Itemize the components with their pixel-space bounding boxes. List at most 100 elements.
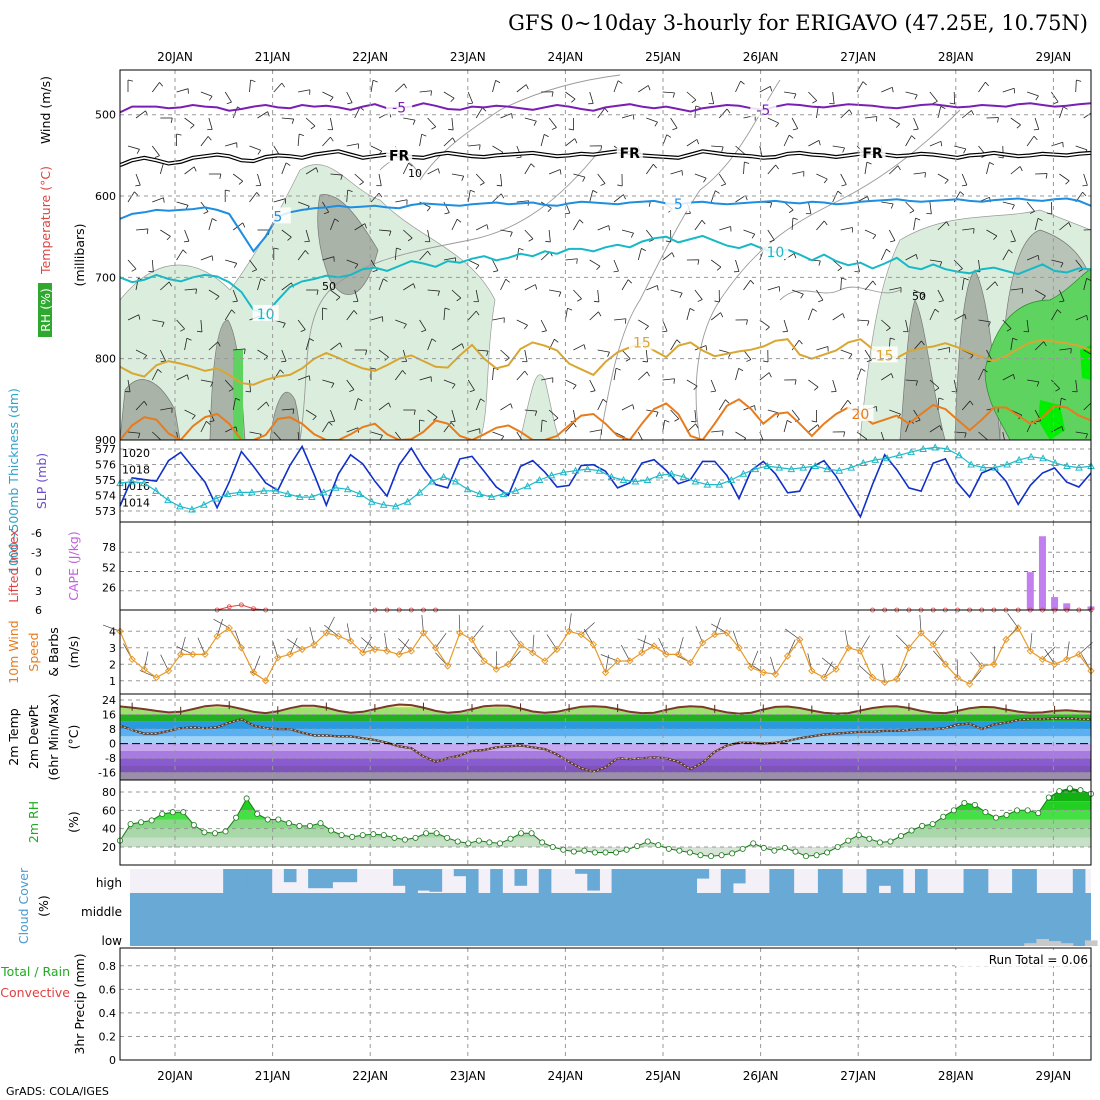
- wind-barb: [524, 229, 534, 240]
- thickness-marker: [691, 477, 700, 485]
- wind-barb: [200, 379, 213, 383]
- slp-tick: 1018: [122, 464, 150, 477]
- rh-marker: [433, 830, 440, 837]
- wind10-marker: [795, 635, 804, 644]
- wind-barb: [232, 398, 236, 411]
- isotherm-label-bg: [750, 100, 777, 117]
- wind-barb: [305, 409, 317, 417]
- wind-barb: [257, 173, 262, 186]
- rh-marker: [982, 809, 989, 816]
- wind-barb-flag: [924, 172, 926, 178]
- wind10-barb: [895, 634, 910, 648]
- wind-barb: [597, 289, 600, 302]
- wind-barb: [1010, 288, 1023, 291]
- date-axes: 20JAN 20JAN 21JAN 21JAN 22JAN 22JAN 23JAN 23JAN…: [157, 50, 1071, 1083]
- wind-barb-flag: [378, 192, 383, 198]
- wind-barb-flag: [322, 307, 328, 310]
- wind10-marker: [747, 663, 755, 672]
- cape-frame: [119, 521, 1092, 611]
- wind-barb: [378, 278, 384, 291]
- wind-barb-flag: [235, 426, 238, 432]
- wind10-marker: [431, 644, 440, 652]
- wind-barb: [330, 342, 341, 351]
- wind10-barb: [253, 655, 261, 673]
- wind-barb-flag: [842, 147, 845, 153]
- wind-barb-flag: [963, 148, 967, 154]
- wind-barb: [646, 117, 658, 123]
- wind-barb-flag: [437, 168, 440, 174]
- wind-barb-flag: [146, 228, 149, 234]
- rh-marker: [180, 809, 187, 816]
- wind-barb: [783, 420, 788, 433]
- cape-tick: 52: [102, 561, 116, 574]
- rh-marker: [581, 847, 588, 854]
- wind-barb: [419, 376, 432, 381]
- wind-barb-flag: [186, 374, 189, 380]
- precip-frame: [119, 947, 1092, 1061]
- wind-barb: [305, 229, 310, 242]
- slp-thickness-panel: 57357457557657710141016101810201000~500m…: [6, 388, 1095, 574]
- wind-barb: [694, 106, 697, 119]
- wind-barb-flag: [157, 369, 162, 373]
- wind-barb-flag: [1061, 397, 1067, 401]
- wind-barb-flag: [233, 263, 238, 268]
- wind-barb-flag: [190, 124, 195, 129]
- wind10-marker: [468, 635, 476, 644]
- wind-barb: [1083, 349, 1091, 355]
- wind-barb: [929, 201, 932, 214]
- wind-barb-flag: [451, 384, 456, 389]
- rh-shade-light: [519, 374, 561, 440]
- top-date-label: 22JAN: [352, 50, 388, 64]
- wind-barb-flag: [915, 254, 918, 260]
- wind-barb: [127, 145, 140, 150]
- thickness-marker: [535, 475, 544, 483]
- wind-barb-flag: [312, 416, 317, 421]
- thickness-marker: [415, 488, 424, 496]
- rh-marker: [465, 840, 472, 847]
- wind-barb-flag: [211, 255, 214, 261]
- wind-barb: [549, 289, 561, 293]
- rh-color-band: [120, 801, 1091, 811]
- thickness-marker: [1015, 455, 1023, 463]
- wind-barb-flag: [524, 325, 528, 330]
- wind-barb-flag: [518, 247, 524, 251]
- wind-barb-flag: [231, 309, 236, 314]
- wind-barb-flag: [134, 191, 139, 196]
- wind-barb-flag: [632, 404, 635, 410]
- wind-barb: [864, 162, 868, 175]
- wind-barb-flag: [848, 109, 853, 115]
- rh-marker: [328, 827, 335, 834]
- wind-barb-flag: [533, 120, 537, 126]
- wind-barb: [524, 409, 537, 412]
- wind10-barb: [1007, 613, 1019, 629]
- wind10-marker: [176, 650, 185, 659]
- rh-marker: [750, 840, 757, 847]
- precip-tick: 0.2: [99, 1030, 117, 1043]
- wind-barb: [225, 142, 237, 147]
- rh-marker: [898, 833, 905, 840]
- wind-barb-flag: [818, 140, 821, 146]
- cloud-high-bar: [830, 869, 843, 893]
- rh-marker: [803, 853, 810, 860]
- wind-barb: [200, 319, 203, 332]
- wind-barb: [913, 172, 926, 175]
- cape-bar: [1038, 536, 1046, 610]
- wind-barb-flag: [195, 288, 197, 294]
- wind10-marker: [820, 673, 828, 682]
- wind-barb-flag: [886, 248, 891, 253]
- wind10-barb: [1078, 642, 1093, 655]
- wind10-marker: [201, 650, 209, 659]
- cloud-high-bar: [235, 869, 248, 893]
- wind-barb-flag: [398, 442, 403, 444]
- wind-barb-flag: [1065, 180, 1070, 185]
- wind-barb-flag: [461, 343, 465, 349]
- wind10-barb: [176, 646, 193, 655]
- rh-marker: [380, 832, 387, 839]
- thickness-marker: [463, 485, 472, 493]
- wind-barb: [500, 229, 513, 233]
- wind-barb-flag: [720, 183, 726, 187]
- wind10-marker: [905, 644, 913, 652]
- wind-barb: [832, 91, 835, 104]
- wind-barb-flag: [1008, 249, 1013, 254]
- thickness-marker: [751, 465, 760, 473]
